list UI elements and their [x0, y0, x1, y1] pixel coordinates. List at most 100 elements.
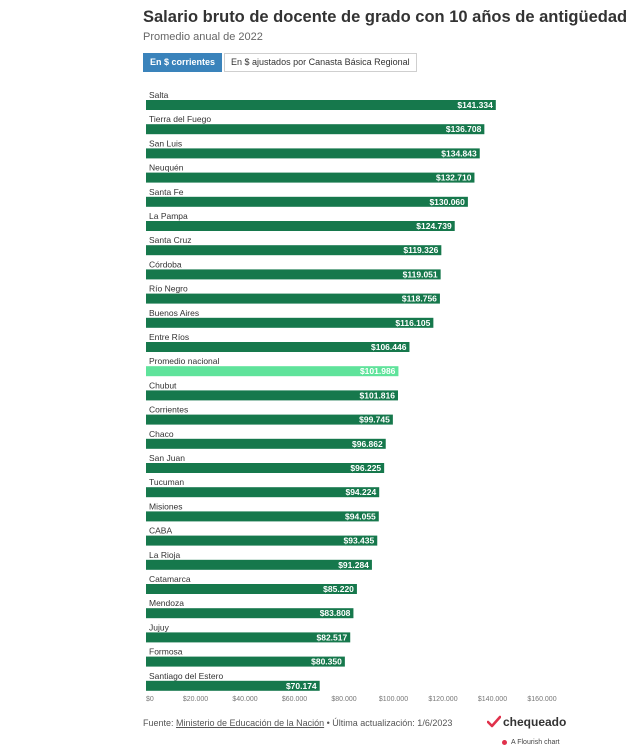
category-label: San Luis — [149, 138, 182, 148]
category-label: Tucuman — [149, 477, 184, 487]
value-label: $132.710 — [436, 173, 472, 183]
x-tick-label: $40.000 — [232, 696, 257, 703]
bar — [146, 293, 440, 304]
source-prefix: Fuente: — [143, 718, 177, 728]
update-text: • Última actualización: 1/6/2023 — [324, 718, 453, 728]
bar — [146, 656, 345, 667]
bar — [146, 584, 357, 594]
bar — [146, 414, 393, 425]
category-label: Corrientes — [149, 405, 188, 415]
value-label: $101.986 — [360, 366, 396, 376]
bar — [146, 463, 385, 473]
value-label: $130.060 — [429, 197, 465, 207]
category-label: Mendoza — [149, 598, 184, 608]
category-label: Río Negro — [149, 284, 188, 294]
flourish-credit[interactable]: A Flourish chart — [502, 739, 560, 746]
category-label: Buenos Aires — [149, 308, 199, 318]
category-label: Jujuy — [149, 622, 170, 632]
bar — [146, 196, 468, 207]
bar — [146, 221, 455, 231]
current-pesos-button[interactable]: En $ corrientes — [143, 53, 223, 72]
x-tick-label: $100.000 — [379, 696, 408, 703]
value-label: $119.051 — [403, 269, 438, 279]
value-label: $96.862 — [352, 439, 383, 449]
value-label: $91.284 — [338, 560, 369, 570]
category-label: Entre Ríos — [149, 332, 189, 342]
value-label: $134.843 — [441, 148, 477, 158]
value-label: $83.808 — [320, 608, 351, 618]
chart-subtitle: Promedio anual de 2022 — [143, 31, 263, 43]
value-label: $106.446 — [371, 342, 407, 352]
value-label: $141.334 — [457, 100, 493, 110]
category-label: Misiones — [149, 501, 183, 511]
category-label: Promedio nacional — [149, 356, 220, 366]
checkmark-icon — [487, 715, 501, 728]
category-label: Catamarca — [149, 574, 191, 584]
value-label: $85.220 — [323, 584, 354, 594]
source-link[interactable]: Ministerio de Educación de la Nación — [176, 718, 325, 728]
bar — [146, 632, 351, 643]
adjusted-pesos-button[interactable]: En $ ajustados por Canasta Básica Region… — [224, 53, 417, 72]
flourish-icon — [502, 740, 507, 745]
value-label: $94.224 — [345, 487, 376, 497]
bar — [146, 245, 442, 256]
x-tick-label: $20.000 — [183, 696, 208, 703]
bar — [146, 511, 379, 522]
category-label: Neuquén — [149, 163, 184, 173]
bar — [146, 390, 398, 401]
currency-toggle: En $ corrientes En $ ajustados por Canas… — [143, 53, 417, 72]
x-tick-label: $60.000 — [282, 696, 307, 703]
footer-source: Fuente: Ministerio de Educación de la Na… — [143, 718, 452, 728]
category-label: Córdoba — [149, 259, 182, 269]
bar — [146, 438, 386, 449]
bar — [146, 535, 378, 546]
value-label: $82.517 — [316, 632, 347, 642]
bar — [146, 148, 480, 159]
bar — [146, 124, 485, 135]
category-label: Santa Cruz — [149, 235, 192, 245]
category-label: La Rioja — [149, 550, 180, 560]
category-label: Salta — [149, 90, 169, 100]
category-label: CABA — [149, 526, 172, 536]
bar — [146, 269, 441, 280]
x-tick-label: $160.000 — [527, 696, 556, 703]
value-label: $124.739 — [416, 221, 452, 231]
value-label: $116.105 — [395, 318, 430, 328]
x-tick-label: $120.000 — [428, 696, 457, 703]
value-label: $118.756 — [402, 294, 437, 304]
bar — [146, 172, 475, 183]
category-label: Formosa — [149, 647, 183, 657]
bar — [146, 680, 320, 691]
value-label: $136.708 — [446, 124, 482, 134]
bar — [146, 608, 354, 619]
bar — [146, 487, 380, 498]
value-label: $93.435 — [344, 536, 375, 546]
x-tick-label: $80.000 — [331, 696, 356, 703]
average-bar — [146, 366, 399, 377]
category-label: Santiago del Estero — [149, 671, 223, 681]
category-label: San Juan — [149, 453, 185, 463]
category-label: Tierra del Fuego — [149, 114, 211, 124]
bar — [146, 559, 372, 570]
value-label: $96.225 — [350, 463, 381, 473]
bar — [146, 317, 434, 328]
value-label: $94.055 — [345, 511, 376, 521]
category-label: Chaco — [149, 429, 174, 439]
brand-logo[interactable]: chequeado — [487, 715, 566, 729]
value-label: $80.350 — [311, 657, 342, 667]
flourish-label: A Flourish chart — [511, 739, 560, 746]
x-tick-label: $0 — [146, 696, 154, 703]
value-label: $101.816 — [360, 390, 396, 400]
category-label: Chubut — [149, 380, 177, 390]
category-label: La Pampa — [149, 211, 188, 221]
bar — [146, 100, 496, 110]
x-tick-label: $140.000 — [478, 696, 507, 703]
brand-name: chequeado — [503, 715, 567, 729]
chart-title: Salario bruto de docente de grado con 10… — [143, 8, 628, 26]
value-label: $99.745 — [359, 415, 390, 425]
category-label: Santa Fe — [149, 187, 184, 197]
bar — [146, 342, 410, 352]
value-label: $70.174 — [286, 681, 317, 691]
value-label: $119.326 — [403, 245, 438, 255]
